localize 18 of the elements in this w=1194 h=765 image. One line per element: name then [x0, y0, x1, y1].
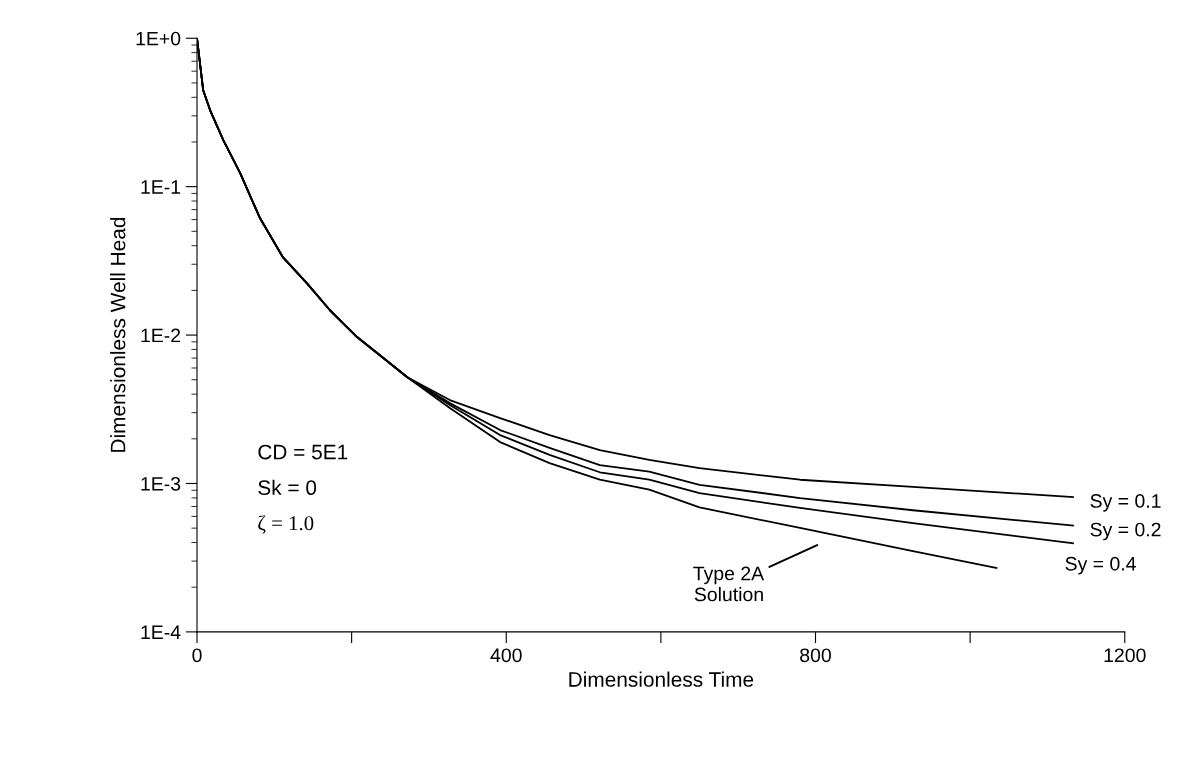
- x-tick-label: 1200: [1104, 648, 1146, 663]
- annotation: CD = 5E1: [258, 444, 348, 460]
- x-tick-label: 400: [490, 648, 522, 663]
- x-tick-label: 0: [192, 648, 202, 663]
- text: Type 2A Solution: [693, 566, 765, 602]
- y-axis-title: Dimensionless Well Head: [110, 217, 126, 452]
- x-axis-title: Dimensionless Time: [569, 671, 754, 687]
- series-label: Sy = 0.1: [1090, 494, 1161, 512]
- y-tick-label: 1E+0: [136, 31, 181, 46]
- series-label: Sy = 0.2: [1090, 522, 1161, 541]
- annotation: Sk = 0: [258, 479, 317, 496]
- y-tick-label: 1E-2: [141, 328, 181, 343]
- x-tick-label: 800: [800, 648, 831, 663]
- annotation: ζ = 1.0: [258, 515, 314, 534]
- y-tick-label: 1E-3: [141, 476, 181, 491]
- y-tick-label: 1E-1: [141, 180, 181, 194]
- y-tick-label: 1E-4: [141, 625, 181, 639]
- series-label: Sy = 0.4: [1065, 556, 1136, 575]
